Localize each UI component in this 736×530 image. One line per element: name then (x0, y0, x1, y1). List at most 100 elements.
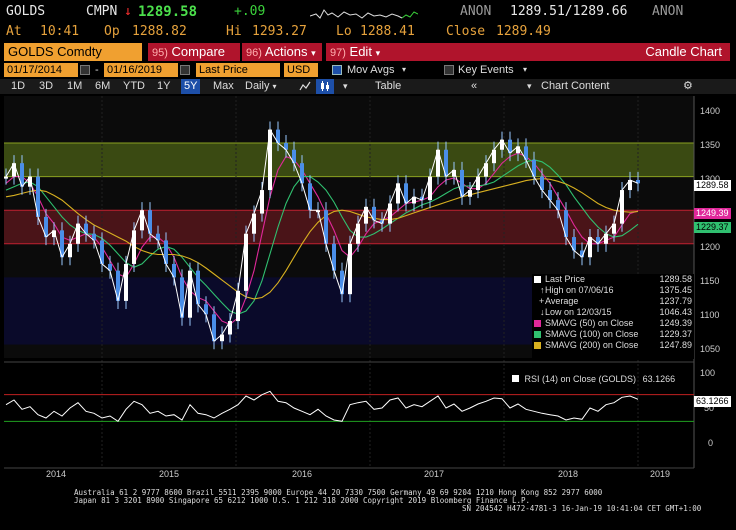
candle-body (20, 163, 24, 187)
actions-number: 96) (246, 47, 262, 59)
high-value: 1293.27 (252, 24, 307, 39)
chart-type-title: Candle Chart (392, 43, 730, 61)
candle-body (460, 169, 464, 197)
candle-body (540, 176, 544, 191)
edit-button[interactable]: 97) Edit ▾ (326, 43, 392, 61)
actions-label: Actions (264, 44, 308, 59)
sparkline (310, 9, 418, 19)
price-tag: 1289.58 (694, 180, 731, 191)
title-bar: GOLDS Comdty 95) Compare 96) Actions ▾ 9… (0, 43, 736, 61)
candle-body (604, 233, 608, 244)
chart-content-button[interactable]: Chart Content (541, 80, 610, 92)
edit-dropdown-icon: ▾ (375, 48, 381, 58)
candle-body (636, 179, 640, 184)
ask-source: ANON (652, 4, 684, 19)
candle-body (124, 263, 128, 301)
candle-body (580, 250, 584, 258)
security-field[interactable]: GOLDS Comdty (4, 43, 142, 61)
candle-body (132, 230, 136, 264)
quote-time: 10:41 (40, 24, 80, 39)
tab-3d[interactable]: 3D (39, 80, 54, 92)
key-events-checkbox[interactable] (444, 65, 454, 75)
calendar-icon[interactable] (80, 65, 90, 75)
candle-body (76, 223, 80, 244)
key-events-dropdown-icon[interactable]: ▾ (523, 65, 528, 74)
candle-body (292, 149, 296, 164)
rsi-tick-50: 50 (704, 403, 715, 413)
currency-select[interactable]: USD (284, 63, 318, 77)
start-date-field[interactable]: 01/17/2014 (4, 63, 78, 77)
candle-body (60, 230, 64, 258)
legend-sma50[interactable]: SMAVG (50) on Close 1249.39 (532, 318, 694, 329)
candle-body (12, 163, 16, 177)
high-arrow-icon: ↑ (540, 285, 545, 295)
average-icon: + (539, 296, 545, 306)
compare-button[interactable]: 95) Compare (148, 43, 240, 61)
tab-1m[interactable]: 1M (67, 80, 83, 92)
tab-6m[interactable]: 6M (95, 80, 111, 92)
candle-body (228, 321, 232, 335)
legend-last-price[interactable]: Last Price 1289.58 (532, 274, 694, 285)
mov-avgs-dropdown-icon[interactable]: ▾ (402, 65, 407, 74)
mov-avgs-checkbox[interactable] (332, 65, 342, 75)
candle-body (572, 237, 576, 251)
rsi-legend[interactable]: RSI (14) on Close (GOLDS) 63.1266 (512, 374, 675, 384)
candle-body (620, 190, 624, 224)
candle-body (548, 190, 552, 201)
legend-sma100[interactable]: SMAVG (100) on Close 1229.37 (532, 329, 694, 340)
frequency-select[interactable]: Daily ▾ (242, 79, 280, 94)
line-chart-icon[interactable] (296, 79, 314, 94)
legend-swatch (534, 331, 541, 338)
calendar-icon-end[interactable] (180, 65, 190, 75)
key-events-label: Key Events (458, 64, 514, 76)
tab-1d[interactable]: 1D (11, 80, 26, 92)
candle-body (324, 210, 328, 244)
tab-max[interactable]: Max (213, 80, 234, 92)
tab-ytd[interactable]: YTD (123, 80, 145, 92)
candle-body (92, 233, 96, 241)
legend-low: ↓ Low on 12/03/15 1046.43 (532, 307, 694, 318)
candle-body (220, 334, 224, 342)
candle-body (196, 270, 200, 305)
candle-body (268, 129, 272, 191)
close-label: Close (446, 24, 486, 39)
candle-body (148, 210, 152, 234)
legend-label: SMAVG (200) on Close (545, 340, 639, 350)
tab-1y[interactable]: 1Y (157, 80, 171, 92)
end-date-field[interactable]: 01/16/2019 (104, 63, 178, 77)
legend-label: SMAVG (100) on Close (545, 329, 639, 339)
candle-body (516, 146, 520, 154)
low-label: Lo (336, 24, 352, 39)
candle-body (524, 146, 528, 160)
ticker[interactable]: GOLDS (6, 4, 46, 19)
band-upper (4, 143, 694, 177)
edit-label: Edit (349, 44, 372, 59)
legend-sma200[interactable]: SMAVG (200) on Close 1247.89 (532, 340, 694, 351)
candle-body (68, 243, 72, 258)
field-select[interactable]: Last Price (196, 63, 280, 77)
tab-5y[interactable]: 5Y (181, 79, 201, 94)
low-value: 1288.41 (360, 24, 415, 39)
candle-body (500, 139, 504, 150)
candle-body (596, 237, 600, 244)
candle-body (116, 270, 120, 301)
x-tick-2016: 2016 (292, 469, 313, 479)
candle-body (444, 149, 448, 177)
candle-body (28, 176, 32, 187)
candle-chart-icon[interactable] (316, 79, 334, 94)
candle-body (564, 210, 568, 238)
net-change: +.09 (234, 4, 266, 19)
collapse-icon[interactable]: « (471, 80, 478, 92)
gear-icon[interactable]: ⚙ (683, 80, 693, 92)
legend-value: 1249.39 (659, 318, 692, 328)
candle-body (252, 213, 256, 234)
candle-body (428, 176, 432, 201)
actions-button[interactable]: 96) Actions ▾ (242, 43, 322, 61)
candle-body (468, 190, 472, 197)
rsi-swatch (512, 375, 519, 382)
candle-body (412, 196, 416, 204)
y-tick-1400: 1400 (700, 106, 721, 116)
legend-label: Low on 12/03/15 (545, 307, 612, 317)
chart-style-dropdown-icon[interactable]: ▾ (343, 81, 348, 91)
table-button[interactable]: Table (375, 80, 402, 92)
